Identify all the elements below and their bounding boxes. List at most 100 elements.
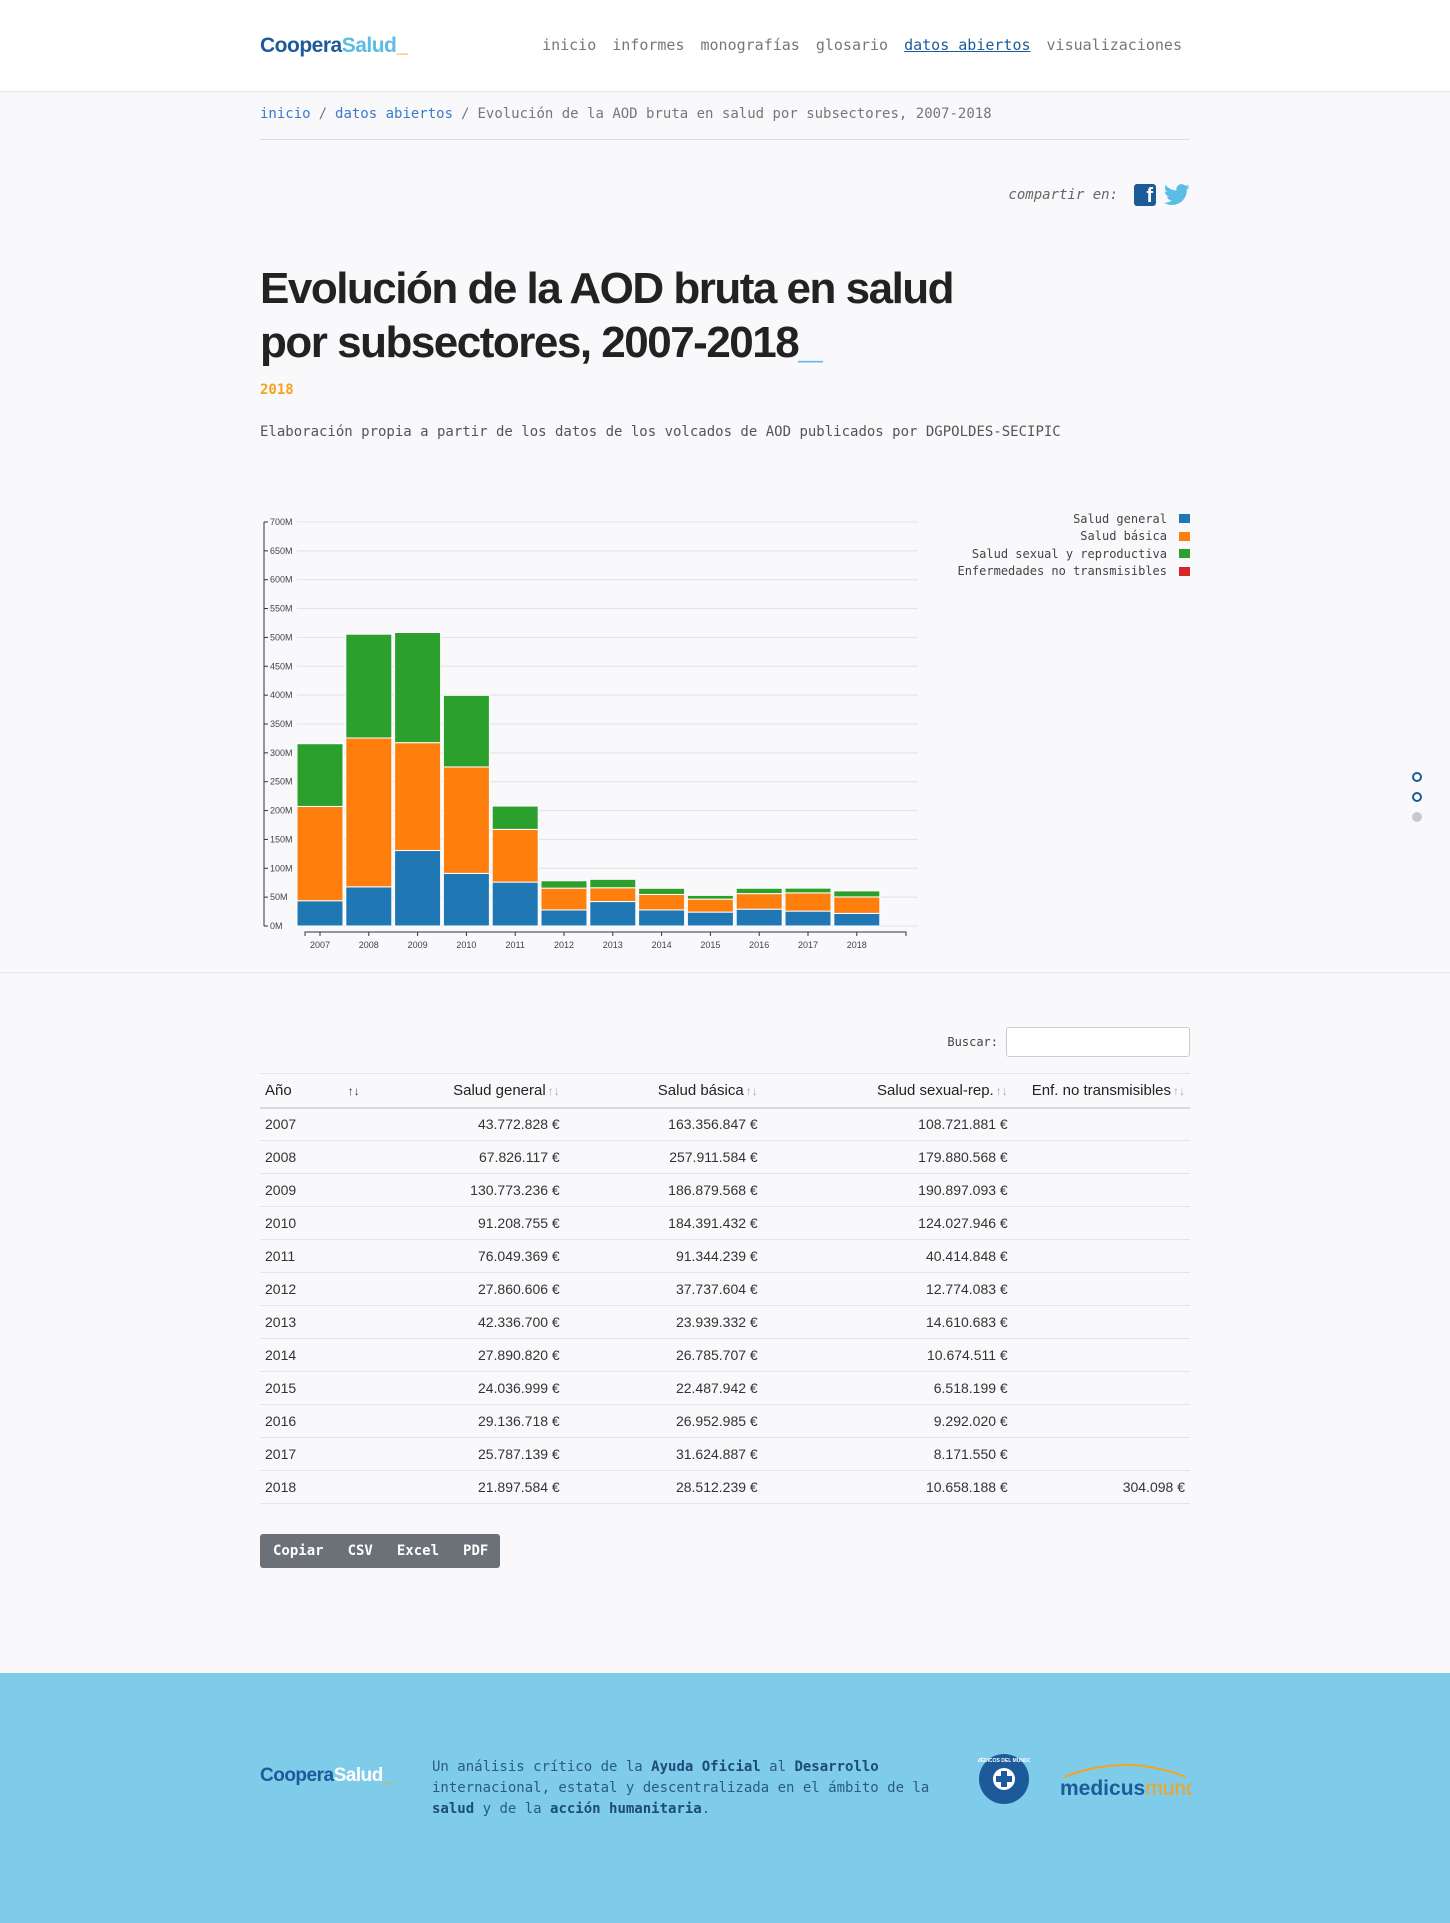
bar-segment [540,909,588,927]
column-header-salud-sexual[interactable]: Salud sexual-rep. ↑↓ [762,1073,1013,1109]
table-cell-value: 67.826.117 € [364,1140,565,1174]
page-title: Evolución de la AOD bruta en salud por s… [260,262,1020,370]
y-tick-label: 700M [270,517,293,527]
legend-item: Enfermedades no transmisibles [957,563,1190,581]
table-cell-value: 14.610.683 € [762,1305,1013,1339]
partner2-text-a: medicus [1060,1777,1145,1800]
nav-monografias[interactable]: monografías [700,36,800,54]
site-footer: CooperaSalud_ Un análisis crítico de la … [0,1673,1450,1923]
x-tick-label: 2011 [506,940,525,950]
legend-swatch [1179,566,1190,576]
y-tick-label: 350M [270,719,293,729]
table-cell-value: 179.880.568 € [762,1140,1013,1174]
nav-inicio[interactable]: inicio [542,36,597,54]
excel-button[interactable]: Excel [385,1534,451,1568]
copy-button[interactable]: Copiar [260,1534,336,1568]
table-cell-value: 91.344.239 € [564,1239,763,1273]
table-row: 2011 76.049.369 €91.344.239 €40.414.848 € [260,1239,1190,1273]
table-cell-year: 2011 [260,1239,365,1273]
section-dot[interactable] [1412,792,1422,802]
table-cell-value: 26.952.985 € [564,1404,763,1438]
table-row: 2012 27.860.606 €37.737.604 €12.774.083 € [260,1272,1190,1306]
y-tick-label: 600M [270,575,293,585]
table-cell-value: 8.171.550 € [762,1437,1013,1471]
table-cell-value [1012,1305,1190,1339]
legend-label: Enfermedades no transmisibles [957,564,1167,579]
x-tick-label: 2015 [700,940,720,950]
medicos-del-mundo-logo[interactable]: MÉDICOS DEL MUNDO [978,1753,1030,1805]
section-dot-active[interactable] [1412,812,1422,822]
table-cell-value: 6.518.199 € [762,1371,1013,1405]
nav-datos-abiertos[interactable]: datos abiertos [904,36,1031,54]
y-tick-label: 650M [270,546,293,556]
legend-label: Salud básica [1080,529,1167,544]
bar-segment [686,911,734,927]
y-tick-label: 500M [270,632,293,642]
y-tick-label: 300M [270,748,293,758]
column-header-salud-basica[interactable]: Salud básica ↑↓ [564,1073,763,1109]
bar-segment [345,886,393,927]
column-header-salud-general[interactable]: Salud general ↑↓ [364,1073,565,1109]
y-tick-label: 550M [270,604,293,614]
csv-button[interactable]: CSV [336,1534,385,1568]
table-cell-value [1012,1371,1190,1405]
section-dot[interactable] [1412,772,1422,782]
table-cell-value: 26.785.707 € [564,1338,763,1372]
table-cell-value [1012,1206,1190,1240]
title-cursor: _ [798,318,822,367]
x-tick-label: 2008 [359,940,379,950]
sort-icon[interactable]: ↑↓ [995,1083,1008,1098]
table-search: Buscar: [947,1027,1190,1057]
table-cell-value: 23.939.332 € [564,1305,763,1339]
sort-icon[interactable]: ↑↓ [1173,1083,1185,1098]
sort-icon[interactable]: ↑↓ [547,1083,560,1098]
table-cell-value: 29.136.718 € [364,1404,565,1438]
bar-segment [394,850,442,927]
legend-item: Salud sexual y reproductiva [957,545,1190,563]
facebook-icon[interactable]: f [1134,184,1156,206]
medicus-mundi-logo[interactable]: medicusmundi [1058,1759,1192,1803]
bar-segment [442,694,490,768]
breadcrumb-separator: / [461,106,470,122]
y-tick-label: 450M [270,661,293,671]
twitter-icon[interactable] [1164,184,1190,206]
svg-text:medicusmundi: medicusmundi [1060,1777,1192,1800]
column-header-year[interactable]: Año ↑↓ [260,1073,365,1109]
bar-segment [638,909,686,927]
table-row: 2016 29.136.718 €26.952.985 €9.292.020 € [260,1404,1190,1438]
search-input[interactable] [1006,1027,1190,1057]
bar-segment [540,880,588,889]
sort-icon[interactable]: ↑↓ [745,1083,758,1098]
table-cell-value: 186.879.568 € [564,1173,763,1207]
table-cell-value: 27.890.820 € [364,1338,565,1372]
nav-informes[interactable]: informes [612,36,685,54]
pdf-button[interactable]: PDF [451,1534,500,1568]
bar-segment [442,872,490,927]
partner2-text-b: mundi [1145,1777,1192,1800]
table-cell-year: 2009 [260,1173,365,1207]
x-tick-label: 2007 [310,940,330,950]
table-cell-value [1012,1173,1190,1207]
table-cell-value: 12.774.083 € [762,1272,1013,1306]
stacked-bar-chart: 0M 50M 100M 150M 200M 250M 300M 350M 400M 450M 500… [263,517,918,950]
legend-swatch [1179,531,1190,541]
x-tick-label: 2009 [408,940,428,950]
sort-icon[interactable]: ↑↓ [347,1083,360,1098]
site-logo[interactable]: CooperaSalud_ [260,34,408,57]
breadcrumb-home[interactable]: inicio [260,106,311,122]
footer-logo[interactable]: CooperaSalud_ [260,1765,393,1786]
x-tick-label: 2010 [456,940,476,950]
nav-visualizaciones[interactable]: visualizaciones [1046,36,1182,54]
table-cell-value: 304.098 € [1012,1470,1190,1504]
section-divider [0,972,1450,973]
breadcrumb-separator: / [318,106,328,122]
breadcrumb-section[interactable]: datos abiertos [335,106,454,122]
table-cell-year: 2016 [260,1404,365,1438]
table-cell-value: 163.356.847 € [564,1107,763,1141]
table-cell-value [1012,1107,1190,1141]
table-cell-value: 22.487.942 € [564,1371,763,1405]
bar-segment [833,896,881,914]
footer-description: Un análisis crítico de la Ayuda Oficial … [432,1759,930,1817]
nav-glosario[interactable]: glosario [815,36,889,54]
column-header-enf-no-transmisibles[interactable]: Enf. no transmisibles ↑↓ [1012,1073,1190,1109]
